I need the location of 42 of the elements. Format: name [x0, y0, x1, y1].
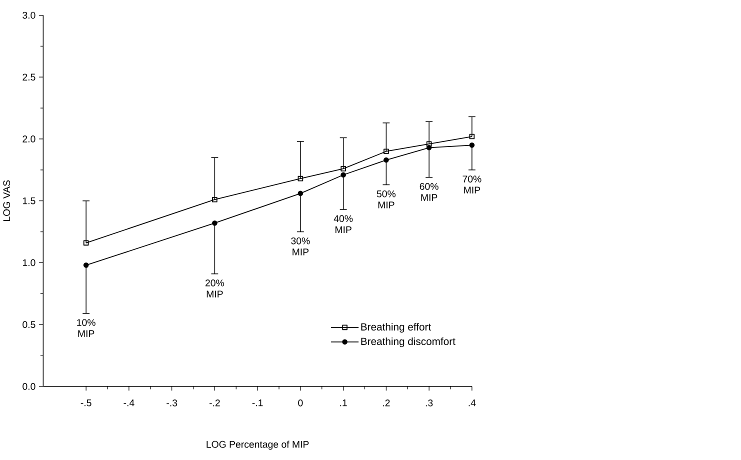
y-tick-label: 2.5 [22, 74, 36, 81]
point [384, 157, 389, 163]
y-tick-label: 1.0 [22, 259, 36, 266]
point [340, 172, 346, 178]
x-axis-title: LOG Percentage of MIP [206, 440, 309, 450]
legend-label: Breathing discomfort [361, 337, 456, 348]
point [83, 262, 89, 268]
point [426, 141, 432, 147]
y-tick-label: 3.0 [22, 12, 36, 19]
point [469, 134, 475, 140]
x-tick-label: -.5 [80, 400, 92, 406]
point [212, 196, 218, 202]
x-tick-label: -.3 [166, 400, 178, 406]
x-tick-label: .2 [383, 400, 390, 406]
point [426, 144, 432, 150]
point [298, 190, 304, 196]
x-tick-label: .1 [340, 400, 347, 406]
x-tick-label: .3 [426, 400, 433, 406]
point [83, 240, 89, 246]
x-tick-label: 0 [298, 400, 303, 406]
annotation: 60% MIP [420, 183, 438, 201]
y-tick-label: 0.0 [22, 383, 36, 390]
point [384, 148, 389, 154]
x-tick-label: -.2 [209, 400, 220, 406]
point [212, 220, 218, 226]
y-tick-label: 0.5 [22, 321, 36, 328]
annotation: 30% MIP [291, 237, 310, 256]
y-tick-label: 1.5 [22, 197, 36, 204]
y-tick-label: 2.0 [22, 136, 36, 142]
point [340, 166, 346, 172]
annotation: 50% MIP [376, 190, 396, 208]
annotation: 10% MIP [77, 319, 96, 337]
point [469, 142, 475, 148]
legend-label: Breathing effort [361, 322, 432, 333]
annotation: 40% MIP [334, 215, 353, 234]
x-tick-label: -.1 [252, 400, 263, 406]
x-tick-label: -.4 [124, 400, 134, 406]
annotation: 70% MIP [462, 176, 482, 194]
x-tick-label: .4 [468, 400, 476, 406]
annotation: 20% MIP [206, 280, 224, 298]
y-axis-title: LOG VAS [3, 180, 10, 221]
point [298, 176, 304, 182]
